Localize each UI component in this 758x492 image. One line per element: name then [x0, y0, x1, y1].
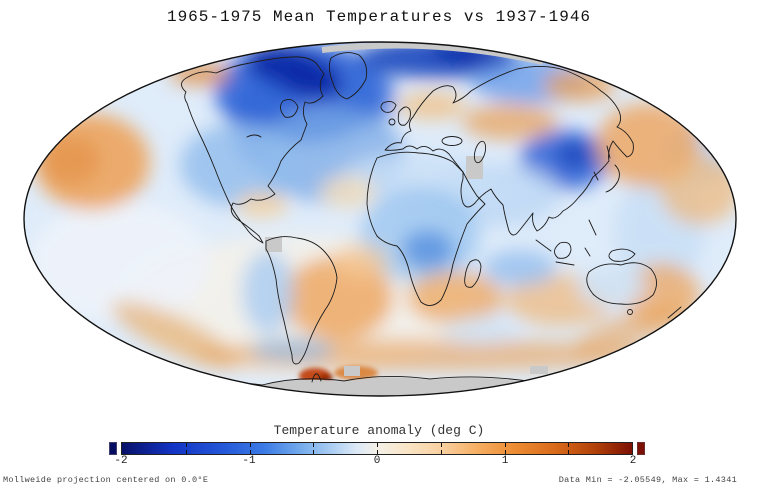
colorbar-tick [377, 443, 378, 454]
black-sea [441, 136, 463, 146]
japan-coast [605, 164, 620, 193]
south-america-coast [265, 236, 338, 365]
projection-caption: Mollweide projection centered on 0.0°E [3, 475, 209, 485]
colorbar-tick [440, 443, 442, 454]
colorbar-tick-label: 1 [501, 455, 509, 467]
colorbar-tick-label: 0 [373, 455, 381, 467]
antarctica-missing-data [110, 377, 660, 396]
greenland-coast [328, 52, 368, 100]
colorbar-tick [313, 443, 315, 454]
africa-coast [366, 151, 486, 306]
colorbar-under-extend [109, 442, 117, 455]
colorbar-tick [568, 443, 570, 454]
colorbar-label: Temperature anomaly (deg C) [273, 423, 485, 438]
ireland-coast [388, 118, 396, 126]
figure-title: 1965-1975 Mean Temperatures vs 1937-1946 [166, 8, 592, 26]
colorbar-tick [185, 443, 187, 454]
great-lakes [246, 134, 262, 138]
eurasia-coast [384, 66, 634, 236]
colorbar-tick [504, 443, 506, 454]
colorbar-over-extend [637, 442, 645, 455]
colorbar-gradient [121, 442, 633, 455]
borneo-coast [554, 241, 572, 259]
north-america-coast [181, 56, 325, 244]
colorbar-tick-label: -1 [242, 455, 256, 467]
java [555, 261, 575, 266]
iceland-coast [380, 100, 397, 113]
hudson-bay [280, 99, 299, 118]
colorbar [109, 442, 649, 455]
arabia-missing-data [466, 156, 483, 179]
colorbar-tick-label: -2 [114, 455, 128, 467]
korea [593, 171, 599, 181]
colorbar-tick-label: 2 [629, 455, 637, 467]
australia-coast [586, 262, 657, 305]
anomaly-field [30, 42, 736, 375]
new-guinea-coast [608, 248, 636, 262]
data-min-max-caption: Data Min = -2.05549, Max = 1.4341 [558, 475, 737, 485]
sumatra [535, 239, 552, 252]
tasmania [627, 309, 633, 315]
colorbar-tick [249, 443, 251, 454]
sulawesi [584, 247, 591, 257]
north-pole-missing-sliver [321, 42, 544, 65]
missing-block [344, 366, 360, 376]
sakhalin [606, 145, 611, 159]
brazil-missing-data [265, 237, 282, 252]
missing-block [530, 366, 548, 374]
philippines [588, 219, 597, 236]
madagascar-coast [464, 259, 482, 288]
caspian-sea [473, 140, 487, 164]
britain-coast [397, 106, 411, 126]
map-outline [23, 41, 737, 397]
antarctic-peninsula-coast [311, 373, 322, 383]
